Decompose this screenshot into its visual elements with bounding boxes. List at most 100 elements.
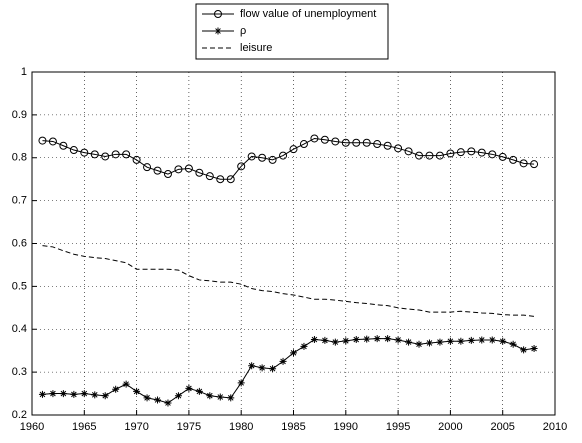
- x-tick-label: 1970: [124, 421, 148, 433]
- marker: [394, 336, 402, 344]
- marker: [59, 141, 68, 150]
- x-tick-label: 1965: [72, 421, 96, 433]
- marker: [143, 163, 152, 172]
- marker: [132, 155, 141, 164]
- marker: [341, 138, 350, 147]
- marker: [404, 147, 413, 156]
- marker: [415, 340, 423, 348]
- marker: [320, 135, 329, 144]
- marker: [143, 394, 151, 402]
- marker: [331, 338, 339, 346]
- marker: [227, 394, 235, 402]
- marker: [435, 151, 444, 160]
- marker: [499, 337, 507, 345]
- marker: [520, 346, 528, 354]
- marker: [310, 134, 319, 143]
- marker: [133, 387, 141, 395]
- marker: [174, 392, 182, 400]
- marker: [80, 390, 88, 398]
- marker: [122, 380, 130, 388]
- marker: [163, 170, 172, 179]
- y-tick-label: 0.4: [12, 323, 27, 335]
- marker: [279, 357, 287, 365]
- marker: [467, 147, 476, 156]
- y-tick-label: 0.8: [12, 152, 27, 164]
- legend-label: ρ: [240, 25, 246, 37]
- marker: [415, 151, 424, 160]
- marker: [331, 137, 340, 146]
- marker: [154, 396, 162, 404]
- marker: [478, 336, 486, 344]
- x-tick-label: 1985: [281, 421, 305, 433]
- marker: [216, 393, 224, 401]
- marker: [237, 379, 245, 387]
- marker: [269, 365, 277, 373]
- plot-frame: [31, 71, 556, 416]
- marker: [488, 336, 496, 344]
- y-tick-label: 0.9: [12, 109, 27, 121]
- marker: [195, 168, 204, 177]
- marker: [405, 338, 413, 346]
- marker: [289, 145, 298, 154]
- marker: [488, 150, 497, 159]
- marker: [122, 150, 131, 159]
- marker: [279, 151, 288, 160]
- marker: [185, 384, 193, 392]
- marker: [38, 136, 47, 145]
- marker: [519, 159, 528, 168]
- marker: [477, 148, 486, 157]
- marker: [195, 387, 203, 395]
- marker: [299, 140, 308, 149]
- marker: [91, 391, 99, 399]
- y-tick-label: 0.7: [12, 195, 27, 207]
- marker: [394, 144, 403, 153]
- marker: [352, 138, 361, 147]
- x-tick-label: 1990: [334, 421, 358, 433]
- x-tick-label: 2010: [543, 421, 567, 433]
- y-tick-label: 1: [21, 66, 27, 78]
- marker: [80, 148, 89, 157]
- marker: [205, 172, 214, 181]
- y-tick-label: 0.6: [12, 237, 27, 249]
- marker: [48, 137, 57, 146]
- marker: [310, 336, 318, 344]
- x-tick-label: 1980: [229, 421, 253, 433]
- marker: [509, 155, 518, 164]
- y-tick-label: 0.3: [12, 366, 27, 378]
- marker: [530, 345, 538, 353]
- marker: [467, 336, 475, 344]
- marker: [38, 390, 46, 398]
- series-line: [42, 245, 535, 317]
- x-tick-label: 1995: [386, 421, 410, 433]
- marker: [258, 153, 267, 162]
- marker: [300, 342, 308, 350]
- marker: [226, 175, 235, 184]
- marker: [153, 166, 162, 175]
- marker: [509, 340, 517, 348]
- marker: [112, 385, 120, 393]
- marker: [446, 337, 454, 345]
- marker: [174, 165, 183, 174]
- marker: [206, 392, 214, 400]
- y-tick-label: 0.5: [12, 280, 27, 292]
- marker: [290, 349, 297, 357]
- marker: [59, 390, 67, 398]
- legend-label: flow value of unemployment: [240, 8, 376, 20]
- marker: [530, 160, 539, 169]
- marker: [184, 164, 193, 173]
- marker: [164, 399, 172, 407]
- marker: [101, 152, 110, 161]
- marker: [384, 335, 392, 343]
- legend-label: leisure: [240, 42, 272, 54]
- marker: [456, 148, 465, 157]
- marker: [101, 392, 109, 400]
- marker: [216, 175, 225, 184]
- marker: [111, 150, 120, 159]
- marker: [362, 138, 371, 147]
- marker: [258, 364, 266, 372]
- marker: [446, 149, 455, 158]
- x-tick-label: 2005: [490, 421, 514, 433]
- marker: [373, 140, 382, 149]
- marker: [321, 336, 329, 344]
